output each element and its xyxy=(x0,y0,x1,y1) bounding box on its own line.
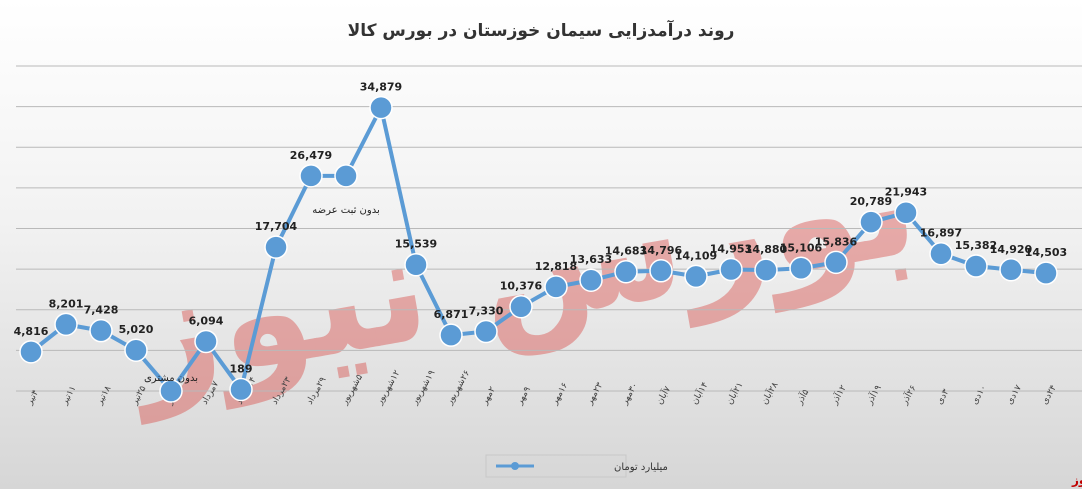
data-label: 17,704 xyxy=(255,220,298,233)
data-label: 21,943 xyxy=(885,186,927,199)
series-markers xyxy=(19,95,1058,403)
data-point xyxy=(894,200,918,225)
data-point xyxy=(789,256,813,281)
data-label: 10,376 xyxy=(500,280,543,293)
data-point xyxy=(544,275,568,299)
legend: میلیارد تومان xyxy=(485,454,668,478)
x-tick-label: ۵آذر xyxy=(793,387,812,408)
data-point xyxy=(1034,261,1058,285)
data-label: 4,816 xyxy=(14,325,49,338)
data-label: 26,479 xyxy=(290,149,332,162)
data-label: 5,020 xyxy=(119,323,154,336)
annotation-label: بدون ثبت عرضه xyxy=(312,205,380,216)
data-point xyxy=(999,258,1023,282)
data-point xyxy=(684,264,708,289)
data-label: 14,920 xyxy=(990,243,1033,256)
data-label: 15,106 xyxy=(780,241,823,254)
data-label: 14,109 xyxy=(675,249,717,262)
data-label: 20,789 xyxy=(850,195,892,208)
x-tick-label: ۲۸آبان xyxy=(758,380,780,407)
data-point xyxy=(929,241,953,266)
data-point xyxy=(859,210,883,234)
chart-title: روند درآمدزایی سیمان خوزستان در بورس کال… xyxy=(348,19,735,41)
legend-marker xyxy=(511,462,519,470)
data-label: 7,330 xyxy=(469,304,504,317)
data-label: 15,539 xyxy=(395,238,437,251)
data-point xyxy=(194,329,218,354)
x-tick-label: ۲۱آبان xyxy=(723,380,745,407)
data-label: 14,880 xyxy=(745,243,788,256)
data-point xyxy=(474,319,498,344)
x-tick-label: ۱۶مهر xyxy=(549,381,570,407)
data-point xyxy=(404,252,428,277)
data-point xyxy=(89,318,113,343)
data-label: 14,796 xyxy=(640,244,683,257)
x-tick-label: ۳۰مهر xyxy=(619,381,640,407)
data-label: 12,818 xyxy=(535,260,577,273)
data-point xyxy=(964,254,988,278)
x-tick-label: ۱۹آذر xyxy=(863,383,884,408)
x-tick-label: ۱۲آذر xyxy=(828,383,849,408)
data-label: 34,879 xyxy=(360,81,402,94)
data-label: 15,382 xyxy=(955,239,997,252)
brand-logo: بورس نیوز xyxy=(1071,473,1082,488)
data-label: 8,201 xyxy=(49,297,84,310)
data-point xyxy=(369,95,393,120)
data-label: 6,871 xyxy=(434,308,469,321)
x-tick-label: ۱۴آبان xyxy=(688,380,710,407)
data-label: 14,953 xyxy=(710,243,752,256)
data-label: 189 xyxy=(230,362,253,375)
data-point xyxy=(509,294,533,319)
data-label: 6,094 xyxy=(189,314,224,327)
x-tick-label: ۲۴دی xyxy=(1040,383,1059,406)
x-tick-label: ۳دی xyxy=(935,388,952,407)
x-tick-label: ۹مهر xyxy=(514,385,533,407)
annotations: بدون مشتری بدون ثبت عرضه xyxy=(144,205,380,384)
data-point xyxy=(649,259,673,283)
gridlines xyxy=(16,65,1082,392)
data-point xyxy=(159,379,183,403)
data-point xyxy=(264,235,288,259)
data-point xyxy=(824,250,848,275)
data-label: 15,836 xyxy=(815,235,858,248)
x-tick-label: ۲۶آذر xyxy=(898,383,919,408)
data-point xyxy=(19,340,43,364)
data-label: 14,503 xyxy=(1025,246,1067,259)
data-point xyxy=(299,164,323,188)
data-point xyxy=(334,164,358,188)
x-tick-label: ۷آبان xyxy=(653,384,673,407)
x-tick-label: ۱۱تیر xyxy=(59,384,78,407)
data-point xyxy=(614,259,638,284)
x-tick-label: ۱۰دی xyxy=(970,384,989,407)
data-label: 14,683 xyxy=(605,245,647,258)
data-point xyxy=(439,323,463,347)
data-point xyxy=(719,257,743,282)
legend-box xyxy=(485,454,627,478)
data-point xyxy=(124,338,148,362)
data-point xyxy=(579,268,603,292)
x-tick-label: ۲۶شهریور xyxy=(444,369,472,408)
x-tick-label: ۲مهر xyxy=(479,385,498,407)
data-point xyxy=(754,258,778,282)
annotation-label: بدون مشتری xyxy=(144,373,198,384)
data-point xyxy=(54,312,78,337)
data-label: 13,633 xyxy=(570,253,612,266)
data-label: 16,897 xyxy=(920,227,962,240)
x-tick-label: ۱۷دی xyxy=(1005,383,1024,406)
data-point xyxy=(229,377,253,402)
data-label: 7,428 xyxy=(84,304,119,317)
x-tick-label: ۲۳مهر xyxy=(584,381,605,407)
legend-label: میلیارد تومان xyxy=(614,462,668,473)
x-tick-label: ۱۸تیر xyxy=(94,384,113,407)
